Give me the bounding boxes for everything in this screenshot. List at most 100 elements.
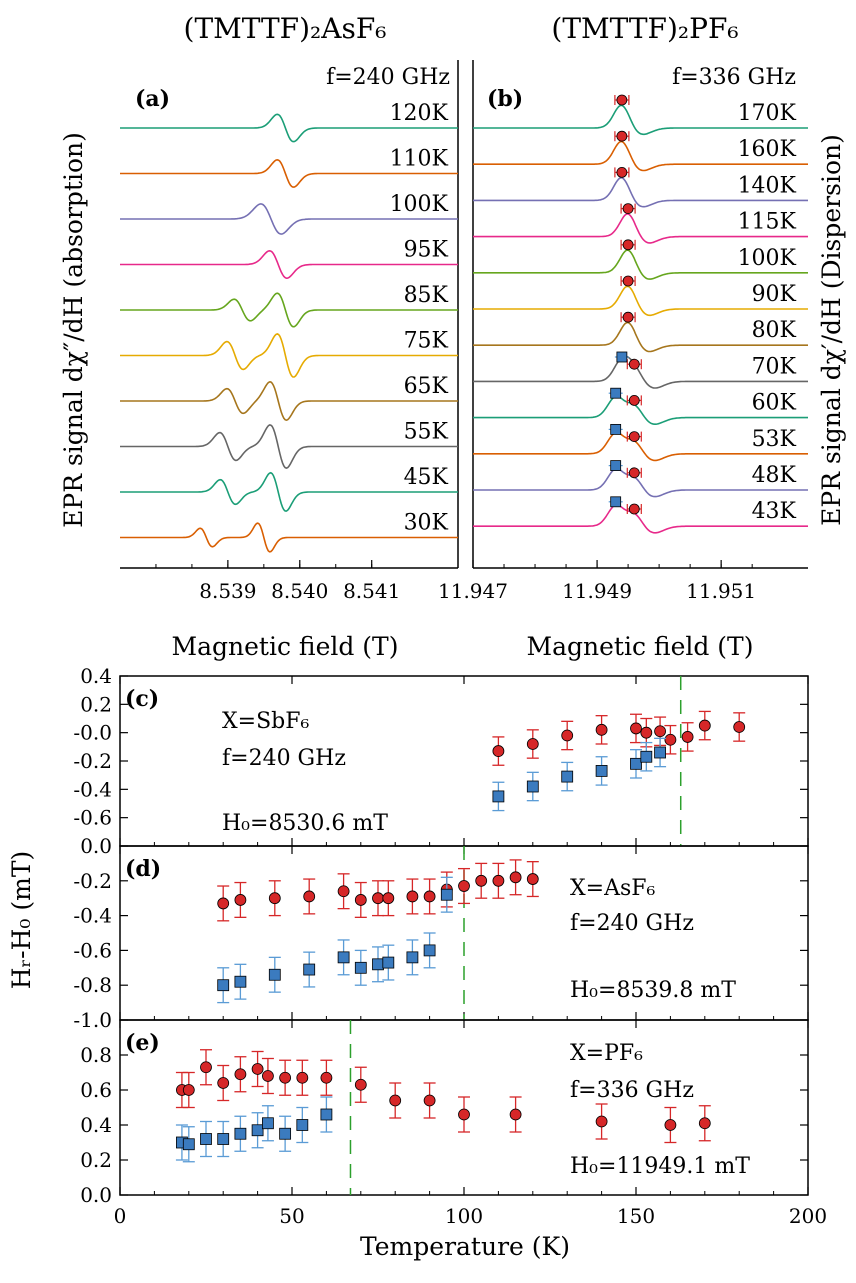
panel-a-temperature-label: 100K xyxy=(390,192,449,217)
panel-a-temperature-label: 45K xyxy=(404,465,449,490)
panel-b-temperature-label: 140K xyxy=(738,173,797,198)
blue-data-point xyxy=(320,1108,333,1121)
panel-b-red-marker xyxy=(628,394,640,406)
panel-a-temperature-label: 30K xyxy=(404,511,449,536)
panel-b-temperature-label: 48K xyxy=(752,463,797,488)
panel-b-curve xyxy=(473,467,808,498)
panel-b: (b) f=336 GHz 170K 160K 140K 115K 100K 90K 80K… xyxy=(438,60,808,603)
y-tick-label: 0.4 xyxy=(80,664,112,688)
panel-a-curve xyxy=(120,113,458,143)
red-data-point xyxy=(217,897,230,910)
x-tick-label: 150 xyxy=(617,1204,655,1228)
left-ylabel: EPR signal dχ″/dH (absorption) xyxy=(59,132,88,528)
y-tick-label: 0.6 xyxy=(80,1078,112,1102)
y-tick-label: -0.6 xyxy=(73,938,112,962)
y-tick-label: -0.6 xyxy=(73,806,112,830)
panel-b-curve xyxy=(473,355,808,389)
panel-b-temperature-label: 90K xyxy=(752,282,797,307)
panel-b-red-marker xyxy=(628,503,640,515)
panel-a-tick-label: 8.539 xyxy=(199,579,256,603)
panel-a-curve xyxy=(120,381,458,422)
red-data-point xyxy=(698,1117,711,1130)
panel-a-frequency: f=240 GHz xyxy=(326,65,450,90)
scatter-panel: 0.8 0.6 0.4 0.2 0.00 50 100 150 200 (e) X=PF₆ f=336… xyxy=(80,1019,827,1228)
panel-b-temperature-label: 43K xyxy=(752,499,797,524)
blue-data-point xyxy=(423,944,436,957)
red-data-point xyxy=(640,726,653,739)
panel-b-curve xyxy=(473,104,808,136)
blue-data-point xyxy=(262,1117,274,1130)
panel-b-temperature-label: 160K xyxy=(738,137,797,162)
red-data-point xyxy=(337,885,350,898)
scatter-panel: 0.0 -0.2 -0.4 -0.6 -0.8 -1.0 (d) X=AsF₆ f=240 GH… xyxy=(73,834,809,1032)
panel-a-tag: (a) xyxy=(135,86,170,112)
panel-b-tick-label: 11.949 xyxy=(562,579,632,603)
y-tick-label: -0.2 xyxy=(73,869,112,893)
blue-data-point xyxy=(372,958,384,971)
blue-data-point xyxy=(234,975,247,988)
panel-a-temperature-label: 55K xyxy=(404,420,449,445)
panel-b-tag: (b) xyxy=(487,86,523,112)
scatter-panel-note: H₀=11949.1 mT xyxy=(570,1154,750,1179)
scatter-panel: 0.4 0.2 -0.0 -0.2 -0.4 -0.6 (c) X=SbF₆ f=240 GHz… xyxy=(73,664,809,847)
y-tick-label: -0.8 xyxy=(73,973,112,997)
blue-data-point xyxy=(200,1133,212,1145)
left-title: (TMTTF)₂AsF₆ xyxy=(184,12,387,45)
scatter-panel-note: X=AsF₆ xyxy=(570,876,656,901)
red-data-point xyxy=(389,1094,402,1107)
red-data-point xyxy=(526,873,539,885)
panel-a-curve xyxy=(120,249,458,280)
red-data-point xyxy=(182,1084,195,1096)
panel-b-curve xyxy=(473,431,808,462)
red-data-point xyxy=(382,892,395,905)
panel-a-tick-label: 8.541 xyxy=(343,579,400,603)
left-xlabel: Magnetic field (T) xyxy=(172,632,399,661)
panel-a-curve xyxy=(120,333,458,378)
red-data-point xyxy=(492,874,505,887)
right-title: (TMTTF)₂PF₆ xyxy=(551,12,738,45)
red-data-point xyxy=(664,1119,677,1131)
panel-b-curve xyxy=(473,504,808,534)
panel-a-temperature-label: 85K xyxy=(404,283,449,308)
y-tick-label: -0.2 xyxy=(73,749,112,773)
panel-a-temperature-label: 110K xyxy=(390,147,449,172)
panel-b-red-marker xyxy=(622,311,634,323)
red-data-point xyxy=(698,719,711,732)
panel-b-tick-label: 11.947 xyxy=(438,579,508,603)
blue-data-point xyxy=(268,968,281,981)
blue-data-point xyxy=(440,888,453,901)
right-ylabel: EPR signal dχ′/dH (Dispersion) xyxy=(817,134,846,526)
panel-a-curve xyxy=(120,203,458,235)
red-data-point xyxy=(654,725,666,738)
panel-b-curve xyxy=(473,140,808,172)
panel-b-blue-marker xyxy=(616,351,628,363)
panel-b-red-marker xyxy=(622,239,634,251)
x-tick-label: 100 xyxy=(445,1204,483,1228)
red-data-point xyxy=(234,1068,247,1081)
panel-b-temperature-label: 100K xyxy=(738,246,797,271)
red-data-point xyxy=(458,880,470,892)
scatter-panel-note: H₀=8530.6 mT xyxy=(222,811,388,836)
panel-b-temperature-label: 80K xyxy=(752,318,797,343)
red-data-point xyxy=(268,892,281,905)
red-data-point xyxy=(458,1108,470,1121)
scatter-panel-tag: (e) xyxy=(125,1030,160,1056)
panel-b-frequency: f=336 GHz xyxy=(672,65,796,90)
blue-data-point xyxy=(354,961,367,974)
blue-data-point xyxy=(654,746,666,759)
red-data-point xyxy=(372,892,384,905)
panel-a-tick-label: 8.540 xyxy=(271,579,328,603)
scatter-panel-tag: (d) xyxy=(125,856,161,882)
panel-b-temperature-label: 170K xyxy=(738,101,797,126)
red-data-point xyxy=(630,722,642,735)
blue-data-point xyxy=(279,1127,292,1140)
scatter-panel-note: f=240 GHz xyxy=(222,746,346,771)
scatter-panel-note: f=240 GHz xyxy=(570,911,694,936)
red-data-point xyxy=(509,871,522,884)
red-data-point xyxy=(217,1077,230,1089)
x-tick-label: 200 xyxy=(789,1204,827,1228)
panel-b-red-marker xyxy=(622,275,634,287)
red-data-point xyxy=(509,1108,522,1121)
panel-b-blue-marker xyxy=(610,460,622,472)
x-tick-label: 50 xyxy=(279,1204,304,1228)
